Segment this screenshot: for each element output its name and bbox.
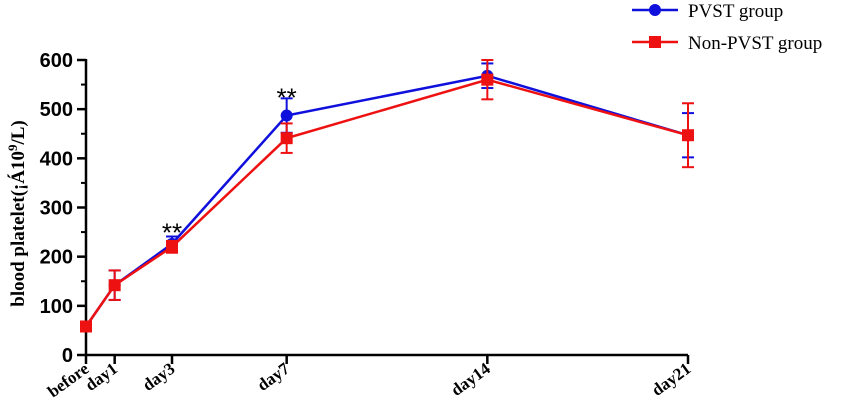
data-point (166, 240, 178, 253)
y-tick-label: 400 (40, 148, 73, 170)
y-axis-title: blood platelet(¡Á109/L) (5, 120, 30, 306)
significance-marker: ** (277, 82, 297, 112)
significance-marker: ** (162, 218, 182, 248)
x-tick-label: day7 (254, 359, 294, 395)
x-tick-label: day21 (648, 359, 694, 400)
y-tick-label: 600 (40, 50, 73, 72)
annotations: ** ** (162, 82, 297, 247)
series-non-pvst (80, 59, 694, 333)
data-point (80, 320, 92, 333)
legend-marker (649, 36, 661, 48)
data-point (682, 129, 694, 142)
legend-marker (649, 4, 661, 16)
y-tick-label: 500 (40, 99, 73, 121)
data-point (481, 73, 494, 86)
x-tick-label: day14 (447, 359, 494, 400)
series-layer (80, 59, 694, 333)
y-tick-label: 200 (40, 247, 73, 269)
series-line (84, 74, 689, 328)
legend-label: PVST group (688, 1, 783, 22)
data-point (108, 279, 121, 292)
y-tick-label: 300 (40, 198, 73, 220)
series-line (84, 78, 689, 328)
data-point (280, 132, 293, 145)
y-tick-label: 0 (62, 345, 73, 367)
data-point (280, 109, 293, 122)
x-tick-label: day1 (82, 359, 121, 395)
y-tick-label: 100 (40, 296, 73, 318)
legend-label: Non-PVST group (688, 33, 822, 54)
legend: PVST group Non-PVST group (632, 1, 822, 54)
x-tick-label: day3 (139, 359, 178, 395)
series-pvst (80, 62, 694, 333)
